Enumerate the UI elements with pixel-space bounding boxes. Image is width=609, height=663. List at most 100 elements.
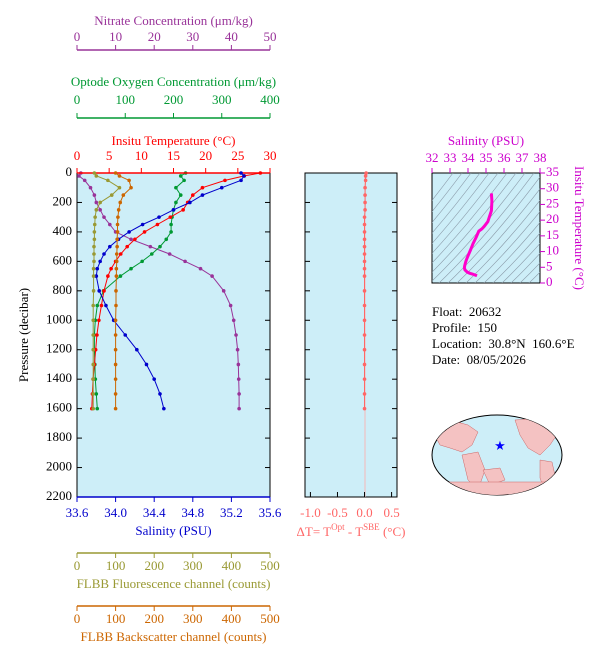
profile-point bbox=[99, 303, 104, 308]
profile-point bbox=[167, 252, 172, 256]
isopycnal bbox=[447, 176, 540, 283]
profile-point bbox=[127, 230, 131, 234]
profile-point bbox=[109, 266, 113, 271]
profile-point bbox=[125, 244, 129, 249]
profile-point bbox=[92, 171, 97, 175]
profile-point bbox=[94, 200, 99, 205]
y-tick-label: 1200 bbox=[46, 341, 72, 356]
profile-point bbox=[114, 303, 118, 308]
x-tick-label: 500 bbox=[260, 611, 280, 626]
isopycnal bbox=[432, 173, 472, 223]
profile-point bbox=[155, 222, 160, 227]
profile-point bbox=[174, 185, 178, 190]
profile-point bbox=[168, 215, 173, 219]
profile-point bbox=[94, 208, 99, 212]
profile-point bbox=[114, 274, 119, 278]
isopycnal bbox=[492, 232, 540, 283]
info-line: Date: 08/05/2026 bbox=[432, 352, 526, 367]
profile-point bbox=[95, 303, 100, 308]
profile-point bbox=[108, 222, 112, 227]
delta-point bbox=[362, 252, 367, 256]
profile-point bbox=[77, 174, 81, 178]
map: ★ bbox=[431, 414, 563, 496]
delta-point bbox=[362, 377, 367, 381]
profile-point bbox=[113, 392, 118, 396]
x-tick-label: 30 bbox=[186, 29, 199, 44]
profile-point bbox=[93, 215, 97, 219]
ts-y-title: Insitu Temperature (°C) bbox=[572, 166, 587, 290]
profile-point bbox=[135, 347, 139, 352]
profile-point bbox=[91, 333, 96, 337]
profile-point bbox=[221, 289, 226, 293]
delta-point bbox=[362, 289, 367, 293]
label-part: (°C) bbox=[380, 524, 406, 539]
isopycnal bbox=[432, 173, 499, 254]
x-tick-label: 35.2 bbox=[220, 505, 243, 520]
delta-point bbox=[363, 208, 367, 212]
axis-title: FLBB Backscatter channel (counts) bbox=[81, 629, 267, 644]
x-tick-label: 30 bbox=[264, 148, 277, 163]
x-tick-label: 500 bbox=[260, 558, 280, 573]
profile-point bbox=[91, 377, 96, 381]
profile-point bbox=[91, 318, 96, 323]
y-tick-label: 2000 bbox=[46, 459, 72, 474]
delta-point bbox=[362, 392, 367, 396]
delta-panel bbox=[304, 172, 398, 498]
y-tick-label: 200 bbox=[53, 193, 73, 208]
profile-point bbox=[113, 318, 118, 323]
profile-point bbox=[239, 178, 243, 183]
profile-point bbox=[162, 406, 166, 411]
y-tick-label: 800 bbox=[53, 282, 73, 297]
isopycnal bbox=[432, 173, 490, 244]
profile-point bbox=[149, 252, 154, 256]
isopycnal bbox=[474, 211, 540, 283]
profile-point bbox=[88, 185, 93, 190]
y-axis-title: Pressure (decibar) bbox=[16, 288, 31, 382]
isopycnal bbox=[432, 173, 508, 264]
x-tick-label: 200 bbox=[164, 92, 184, 107]
axis-title: FLBB Fluorescence channel (counts) bbox=[77, 576, 271, 591]
profile-point bbox=[104, 303, 108, 308]
isopycnal bbox=[438, 173, 535, 283]
profile-point bbox=[239, 171, 243, 175]
profile-point bbox=[113, 377, 118, 381]
x-tick-label: 20 bbox=[148, 29, 161, 44]
profile-panel bbox=[76, 172, 271, 498]
profile-point bbox=[113, 362, 118, 367]
isopycnal bbox=[465, 199, 540, 283]
profile-point bbox=[223, 178, 227, 183]
profile-point bbox=[118, 252, 123, 256]
profile-point bbox=[116, 208, 121, 212]
x-tick-label: 100 bbox=[116, 92, 136, 107]
profile-point bbox=[113, 406, 118, 411]
y-tick-label: 400 bbox=[53, 223, 73, 238]
x-tick-label: 34.8 bbox=[181, 505, 204, 520]
x-tick-label: 0.5 bbox=[383, 505, 399, 520]
profile-point bbox=[98, 208, 102, 212]
profile-point bbox=[117, 174, 122, 178]
profile-point bbox=[191, 193, 195, 197]
x-tick-label: 37 bbox=[516, 150, 530, 165]
profile-point bbox=[231, 318, 236, 323]
profile-point bbox=[219, 185, 224, 190]
profile-point bbox=[116, 215, 120, 219]
profile-point bbox=[98, 200, 102, 205]
x-tick-label: 34.0 bbox=[104, 505, 127, 520]
x-tick-label: 35.6 bbox=[259, 505, 282, 520]
axis-title: Insitu Temperature (°C) bbox=[112, 133, 236, 148]
profile-point bbox=[95, 266, 100, 271]
delta-point bbox=[362, 222, 367, 227]
x-tick-label: 200 bbox=[144, 611, 164, 626]
delta-point bbox=[362, 347, 367, 352]
profile-point bbox=[127, 178, 131, 183]
profile-point bbox=[235, 347, 240, 352]
y-tick-label: 1600 bbox=[46, 400, 72, 415]
profile-point bbox=[237, 392, 241, 396]
x-tick-label: 34 bbox=[462, 150, 476, 165]
y-tick-label: 20 bbox=[546, 211, 559, 226]
y-tick-label: 10 bbox=[546, 243, 559, 258]
profile-point bbox=[91, 274, 96, 278]
profile-point bbox=[115, 237, 119, 242]
profile-point bbox=[102, 252, 106, 256]
